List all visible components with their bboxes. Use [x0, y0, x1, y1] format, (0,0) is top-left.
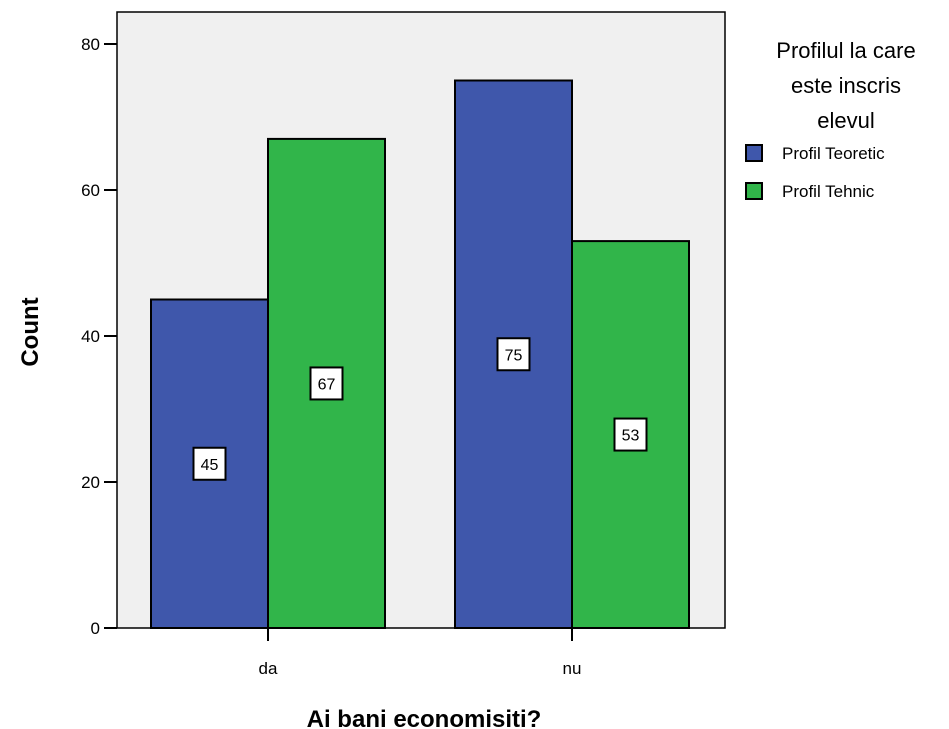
legend-label: Profil Tehnic: [782, 182, 875, 201]
x-axis: da nu: [259, 628, 582, 678]
data-label-box: [613, 417, 648, 452]
y-tick-label: 60: [81, 181, 100, 200]
data-label-box: [192, 446, 227, 481]
data-label: 67: [318, 376, 336, 393]
y-tick-label: 0: [91, 619, 100, 638]
y-tick-label: 80: [81, 35, 100, 54]
x-tick-label: da: [259, 659, 278, 678]
x-tick-label: nu: [563, 659, 582, 678]
y-tick-label: 40: [81, 327, 100, 346]
legend: Profilul la care este inscris elevul Pro…: [745, 38, 916, 201]
y-axis: 0 20 40 60 80: [81, 35, 117, 638]
data-label-box: [496, 337, 531, 372]
legend-swatch-profil-tehnic: [745, 182, 763, 200]
data-label-box: [309, 366, 344, 401]
data-label: 45: [201, 457, 219, 474]
legend-title-line-3: elevul: [817, 108, 874, 133]
legend-swatch-profil-teoretic: [745, 144, 763, 162]
data-label: 75: [505, 347, 523, 364]
data-labels-group: 45 67 75 53: [192, 337, 648, 481]
y-tick-label: 20: [81, 473, 100, 492]
legend-title-line-2: este inscris: [791, 73, 901, 98]
legend-title-line-1: Profilul la care: [776, 38, 915, 63]
legend-label: Profil Teoretic: [782, 144, 885, 163]
y-axis-title: Count: [17, 297, 44, 366]
x-axis-title: Ai bani economisiti?: [307, 706, 542, 729]
legend-items: Profil Teoretic Profil Tehnic: [745, 144, 885, 201]
data-label: 53: [622, 428, 640, 445]
